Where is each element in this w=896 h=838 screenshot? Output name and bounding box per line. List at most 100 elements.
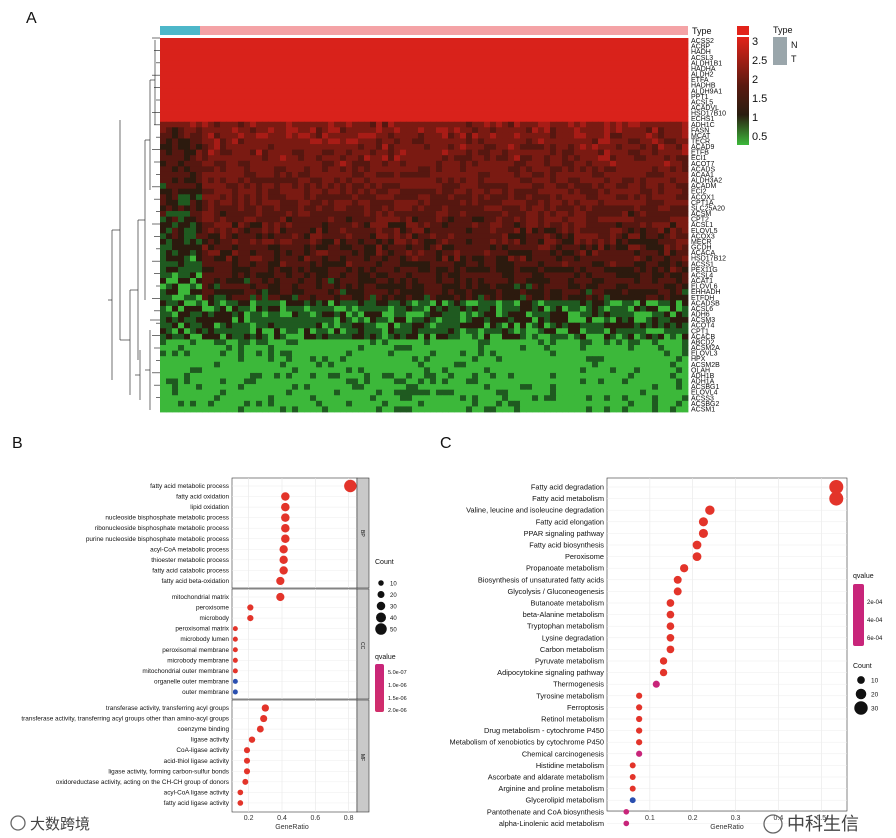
heatmap-cell (226, 144, 233, 151)
heatmap-cell (634, 211, 641, 218)
heatmap-cell (460, 227, 467, 234)
heatmap-cell (376, 60, 383, 67)
heatmap-cell (550, 205, 557, 212)
heatmap-cell (328, 305, 335, 312)
heatmap-cell (190, 289, 197, 296)
heatmap-cell (226, 350, 233, 357)
heatmap-cell (256, 43, 263, 50)
heatmap-cell (244, 294, 251, 301)
heatmap-cell (322, 82, 329, 89)
heatmap-cell (394, 227, 401, 234)
heatmap-cell (496, 211, 503, 218)
heatmap-cell (340, 244, 347, 251)
heatmap-cell (400, 238, 407, 245)
heatmap-cell (676, 194, 683, 201)
heatmap-cell (364, 266, 371, 273)
heatmap-cell (160, 38, 167, 44)
heatmap-cell (304, 317, 311, 324)
heatmap-cell (430, 132, 437, 139)
heatmap-cell (334, 116, 341, 123)
heatmap-cell (664, 138, 671, 145)
heatmap-cell (304, 233, 311, 240)
heatmap-cell (478, 278, 485, 285)
heatmap-cell (304, 311, 311, 318)
heatmap-cell (508, 127, 515, 134)
heatmap-cell (268, 261, 275, 268)
heatmap-cell (196, 88, 203, 95)
heatmap-cell (478, 216, 485, 223)
heatmap-cell (376, 38, 383, 44)
heatmap-cell (478, 222, 485, 229)
heatmap-cell (634, 300, 641, 307)
heatmap-cell (514, 250, 521, 257)
heatmap-cell (412, 244, 419, 251)
heatmap-cell (532, 77, 539, 84)
heatmap-cell (610, 345, 617, 351)
heatmap-cell (424, 250, 431, 257)
heatmap-cell (244, 300, 251, 307)
heatmap-cell (430, 289, 437, 296)
heatmap-cell (250, 116, 257, 123)
heatmap-cell (502, 278, 509, 285)
heatmap-cell (664, 272, 671, 279)
heatmap-cell (532, 311, 539, 318)
heatmap-cell (322, 300, 329, 307)
heatmap-cell (430, 322, 437, 329)
heatmap-cell (646, 233, 653, 240)
heatmap-cell (238, 160, 245, 167)
heatmap-cell (232, 177, 239, 184)
heatmap-cell (652, 278, 659, 285)
heatmap-cell (550, 328, 557, 335)
heatmap-cell (586, 199, 593, 206)
heatmap-cell (286, 322, 293, 329)
heatmap-cell (424, 77, 431, 84)
heatmap-cell (352, 144, 359, 151)
heatmap-cell (172, 60, 179, 67)
heatmap-cell (526, 261, 533, 268)
heatmap-cell (226, 300, 233, 307)
heatmap-cell (328, 166, 335, 173)
heatmap-cell (214, 227, 221, 234)
heatmap-cell (640, 166, 647, 173)
heatmap-cell (316, 194, 323, 201)
heatmap-cell (334, 283, 341, 290)
heatmap-cell (454, 127, 461, 134)
heatmap-cell (634, 261, 641, 268)
heatmap-cell (328, 294, 335, 301)
heatmap-cell (196, 82, 203, 89)
heatmap-cell (214, 278, 221, 285)
heatmap-cell (244, 194, 251, 201)
heatmap-cell (298, 77, 305, 84)
heatmap-cell (370, 311, 377, 318)
heatmap-cell (274, 183, 281, 190)
heatmap-cell (232, 311, 239, 318)
heatmap-cell (400, 104, 407, 111)
heatmap-cell (418, 77, 425, 84)
heatmap-cell (418, 99, 425, 106)
heatmap-cell (196, 294, 203, 301)
heatmap-cell (388, 199, 395, 206)
heatmap-cell (532, 188, 539, 195)
heatmap-cell (622, 38, 629, 44)
heatmap-cell (508, 177, 515, 184)
heatmap-cell (400, 305, 407, 312)
heatmap-cell (604, 211, 611, 218)
heatmap-cell (178, 177, 185, 184)
heatmap-cell (628, 311, 635, 318)
heatmap-cell (178, 60, 185, 67)
heatmap-cell (208, 283, 215, 290)
heatmap-cell (466, 38, 473, 44)
heatmap-cell (196, 149, 203, 156)
heatmap-cell (544, 116, 551, 123)
heatmap-cell (466, 328, 473, 335)
heatmap-cell (274, 250, 281, 257)
heatmap-cell (676, 322, 683, 329)
heatmap-cell (226, 171, 233, 178)
heatmap-cell (604, 166, 611, 173)
heatmap-cell (328, 177, 335, 184)
heatmap-cell (592, 272, 599, 279)
heatmap-cell (370, 116, 377, 123)
heatmap-cell (520, 188, 527, 195)
heatmap-cell (166, 43, 173, 50)
heatmap-cell (406, 222, 413, 229)
